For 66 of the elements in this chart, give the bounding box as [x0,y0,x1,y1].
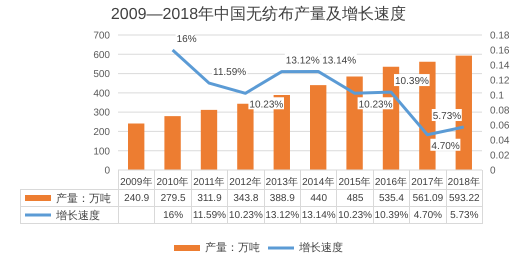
legend-label: 增长速度 [56,208,100,222]
line-series [171,48,466,136]
y-tick-label: 0 [104,166,110,177]
data-label: 16% [154,206,192,224]
data-label: 311.9 [190,189,228,207]
data-label: 5.73% [446,206,483,224]
y2-tick-label: 0 [490,166,496,177]
y-tick-label: 600 [93,50,110,61]
x-tick-label: 2014年 [302,176,334,188]
data-label: 10.39% [372,206,410,224]
data-label: 240.9 [118,189,156,207]
text: 增长速度 [299,242,343,254]
data-label: 440 [300,189,338,207]
x-tick-label: 2013年 [266,176,298,188]
data-label: 4.70% [409,206,447,224]
data-label: 343.8 [227,189,265,207]
bar [128,124,144,170]
y-tick-label: 200 [93,126,110,138]
data-label: 561.09 [409,189,447,207]
text: 10.39% [395,76,429,88]
x-tick-label: 2018年 [448,176,480,188]
data-label: 10.23% [227,206,265,224]
x-tick-label: 2017年 [411,176,444,188]
text: 10.23% [249,99,284,110]
x-tick-label: 2015年 [338,176,371,188]
y2-tick-label: 0.18 [490,30,510,42]
y-tick-label: 300 [93,108,110,119]
chart-title: 2009—2018年中国无纺布产量及增长速度 [110,4,408,25]
y-tick-label: 700 [93,30,110,42]
y2-tick-label: 0.04 [490,136,510,147]
data-label: 593.22 [446,189,483,207]
text: 11.59% [213,67,246,78]
y2-tick-label: 0.12 [490,76,510,87]
text: 13.14% [322,55,356,66]
data-label: 11.59% [190,206,228,224]
y2-tick-label: 0.16 [490,46,510,57]
y-tick-label: 100 [93,146,110,158]
data-label: 388.9 [264,189,301,207]
text: 13.12% [286,56,320,67]
bar [164,116,181,170]
legend-label: 产量：万吨 [56,192,111,206]
y2-tick-label: 0.1 [490,90,504,102]
x-tick-label: 2010年 [156,176,189,188]
y-tick-label: 400 [93,88,110,100]
y-tick-label: 500 [93,69,110,80]
x-tick-label: 2016年 [374,176,408,188]
y2-tick-label: 0.02 [490,150,510,162]
x-tick-label: 2009年 [120,176,152,188]
data-label: 535.4 [372,189,410,207]
x-tick-label: 2012年 [229,176,262,188]
y2-tick-label: 0.08 [490,106,510,117]
text: 16% [176,34,197,45]
data-label: 485 [336,189,374,207]
text: 4.70% [431,140,460,152]
data-label: 13.12% [264,206,301,224]
y2-tick-label: 0.06 [490,120,510,132]
data-label: 13.14% [300,206,338,224]
data-label: 10.23% [336,206,374,224]
bar [200,110,218,170]
text: 10.23% [358,99,393,110]
bar [310,85,326,170]
text: 产量：万吨 [205,242,260,254]
x-tick-label: 2011年 [193,176,225,188]
text: 5.73% [432,111,462,122]
y2-tick-label: 0.14 [490,60,510,72]
data-label: 279.5 [154,189,192,207]
